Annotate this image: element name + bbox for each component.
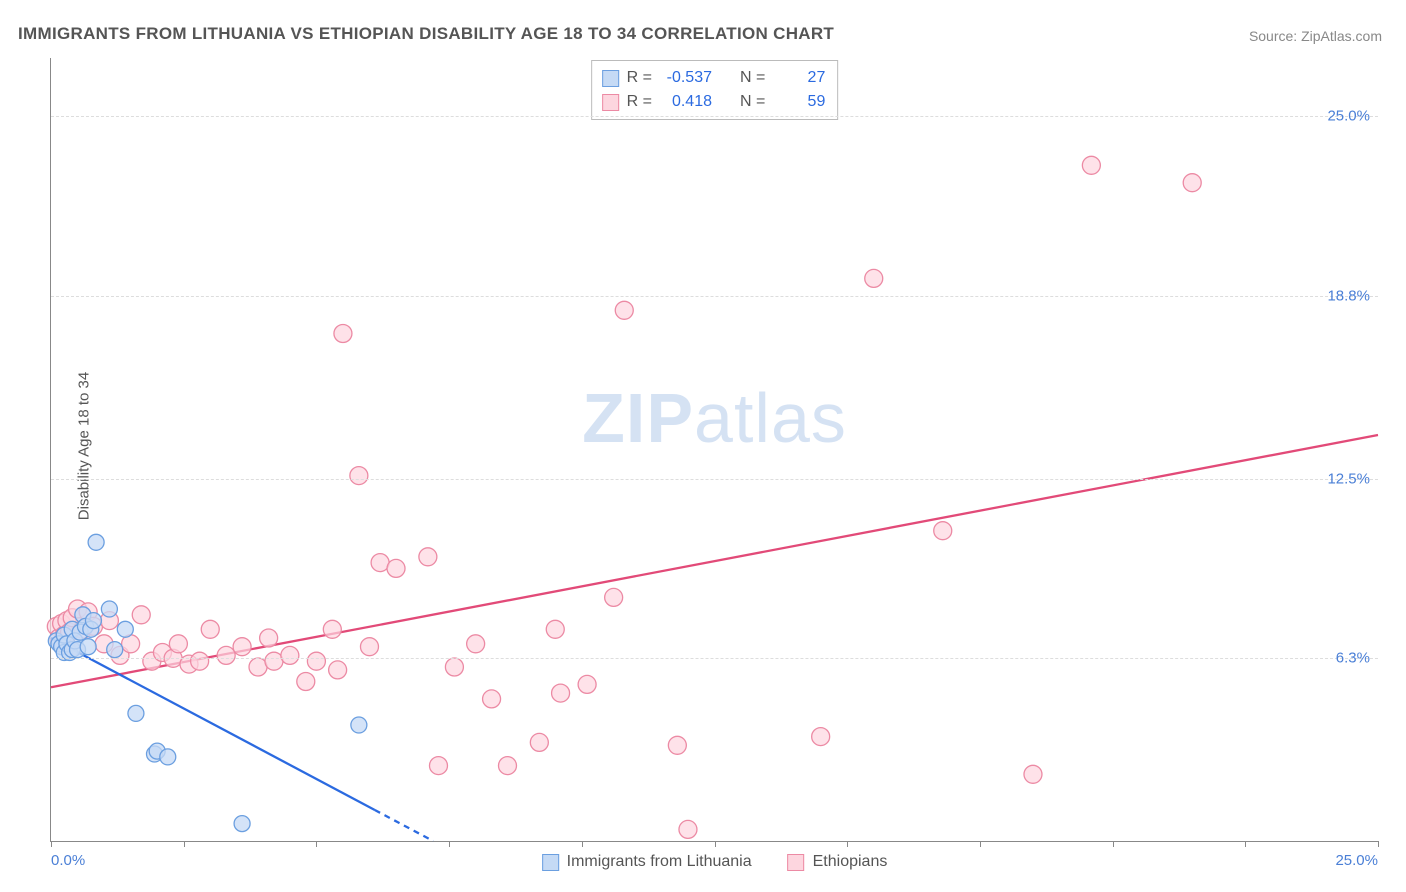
data-point-lithuania [88, 534, 104, 550]
data-point-ethiopians [334, 325, 352, 343]
data-point-ethiopians [934, 522, 952, 540]
data-point-ethiopians [201, 620, 219, 638]
y-tick-label: 18.8% [1327, 287, 1370, 304]
data-point-ethiopians [281, 646, 299, 664]
data-point-ethiopians [233, 638, 251, 656]
legend-label-ethiopians: Ethiopians [813, 853, 888, 871]
data-point-lithuania [107, 642, 123, 658]
trend-line-lithuania [51, 638, 375, 810]
source-link[interactable]: ZipAtlas.com [1301, 28, 1382, 44]
data-point-ethiopians [329, 661, 347, 679]
legend-label-lithuania: Immigrants from Lithuania [567, 853, 752, 871]
gridline-h [51, 116, 1378, 117]
data-point-ethiopians [546, 620, 564, 638]
corr-n-label: N = [740, 90, 765, 114]
data-point-ethiopians [360, 638, 378, 656]
x-tick [582, 841, 583, 847]
data-point-ethiopians [530, 733, 548, 751]
corr-swatch-icon [602, 70, 619, 87]
x-tick [1378, 841, 1379, 847]
data-point-ethiopians [668, 736, 686, 754]
data-point-ethiopians [307, 652, 325, 670]
data-point-ethiopians [217, 646, 235, 664]
x-tick-label: 0.0% [51, 852, 85, 869]
legend-item-ethiopians: Ethiopians [788, 853, 888, 871]
corr-r-label: R = [627, 66, 652, 90]
corr-legend-row: R = -0.537 N = 27 [602, 66, 826, 90]
source-label: Source: [1249, 28, 1301, 44]
data-point-ethiopians [350, 467, 368, 485]
data-point-ethiopians [419, 548, 437, 566]
legend-item-lithuania: Immigrants from Lithuania [542, 853, 752, 871]
y-tick-label: 6.3% [1336, 650, 1370, 667]
scatter-svg [51, 58, 1378, 841]
data-point-ethiopians [578, 675, 596, 693]
data-point-ethiopians [191, 652, 209, 670]
data-point-ethiopians [605, 588, 623, 606]
x-tick [51, 841, 52, 847]
data-point-lithuania [160, 749, 176, 765]
data-point-ethiopians [323, 620, 341, 638]
data-point-ethiopians [498, 757, 516, 775]
data-point-ethiopians [260, 629, 278, 647]
corr-r-value: -0.537 [660, 66, 712, 90]
corr-r-label: R = [627, 90, 652, 114]
x-tick [715, 841, 716, 847]
corr-n-value: 59 [773, 90, 825, 114]
chart-title: IMMIGRANTS FROM LITHUANIA VS ETHIOPIAN D… [18, 24, 834, 44]
gridline-h [51, 479, 1378, 480]
corr-swatch-icon [602, 94, 619, 111]
x-tick-label: 25.0% [1335, 852, 1378, 869]
data-point-lithuania [117, 621, 133, 637]
x-tick [449, 841, 450, 847]
data-point-ethiopians [615, 301, 633, 319]
data-point-ethiopians [132, 606, 150, 624]
data-point-lithuania [351, 717, 367, 733]
x-tick [1245, 841, 1246, 847]
data-point-lithuania [85, 613, 101, 629]
data-point-lithuania [101, 601, 117, 617]
corr-r-value: 0.418 [660, 90, 712, 114]
gridline-h [51, 296, 1378, 297]
data-point-ethiopians [1082, 156, 1100, 174]
x-tick [184, 841, 185, 847]
data-point-ethiopians [812, 728, 830, 746]
data-point-ethiopians [865, 269, 883, 287]
trend-line-lithuania-dashed [375, 810, 433, 841]
source-attribution: Source: ZipAtlas.com [1249, 28, 1382, 44]
corr-n-label: N = [740, 66, 765, 90]
data-point-ethiopians [483, 690, 501, 708]
data-point-ethiopians [552, 684, 570, 702]
chart-plot-area: ZIPatlas R =-0.537N =27R =0.418N =59 Imm… [50, 58, 1378, 842]
data-point-lithuania [80, 639, 96, 655]
y-tick-label: 12.5% [1327, 470, 1370, 487]
data-point-ethiopians [1183, 174, 1201, 192]
data-point-lithuania [128, 705, 144, 721]
correlation-legend: R = -0.537 N = 27 R = 0.418 N = 59 [591, 60, 839, 120]
legend-swatch-lithuania [542, 854, 559, 871]
legend-swatch-ethiopians [788, 854, 805, 871]
data-point-ethiopians [387, 559, 405, 577]
data-point-ethiopians [467, 635, 485, 653]
corr-legend-row: R = 0.418 N = 59 [602, 90, 826, 114]
data-point-ethiopians [1024, 765, 1042, 783]
series-legend: Immigrants from Lithuania Ethiopians [542, 853, 888, 871]
data-point-ethiopians [169, 635, 187, 653]
y-tick-label: 25.0% [1327, 108, 1370, 125]
data-point-lithuania [234, 816, 250, 832]
x-tick [847, 841, 848, 847]
data-point-ethiopians [679, 820, 697, 838]
corr-n-value: 27 [773, 66, 825, 90]
data-point-ethiopians [297, 673, 315, 691]
x-tick [1113, 841, 1114, 847]
data-point-ethiopians [429, 757, 447, 775]
gridline-h [51, 658, 1378, 659]
x-tick [316, 841, 317, 847]
x-tick [980, 841, 981, 847]
data-point-ethiopians [445, 658, 463, 676]
